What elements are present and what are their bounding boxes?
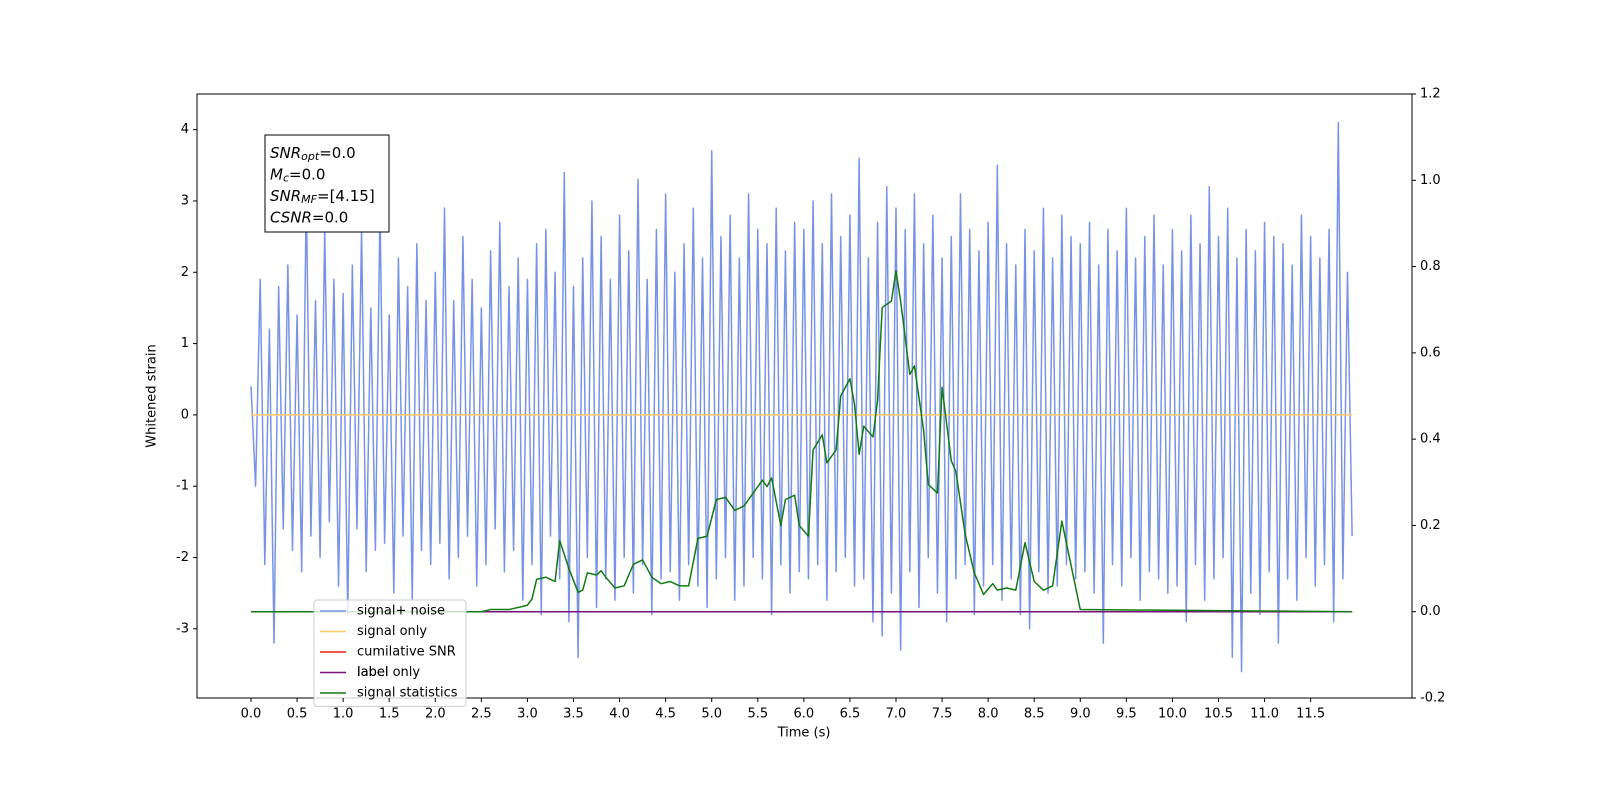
y2-tick-label: 1.0 [1420,173,1441,188]
y-tick-label: 2 [181,265,189,280]
y-tick-label: 1 [181,336,189,351]
text-sub: MF [301,193,317,206]
text-box-line: SNRMF=[4.15] [270,187,375,207]
y-tick-label: 0 [181,407,189,422]
x-tick-label: 5.0 [701,707,722,722]
text-main: M [270,165,283,183]
legend-overlay-text: label only [357,665,420,680]
series-line [250,121,1353,673]
legend-frame [313,599,467,707]
y-axis-label: Whitened strain [145,344,160,447]
text-rest: =0.0 [289,165,325,183]
x-tick-label: 2.0 [425,707,446,722]
x-tick-label: 2.5 [471,707,492,722]
x-tick-label: 3.0 [517,707,538,722]
y2-tick-label: 0.0 [1420,604,1441,619]
y-tick-label: -1 [176,479,189,494]
y2-tick-label: -0.2 [1420,691,1445,706]
x-tick-label: 10.0 [1158,707,1187,722]
x-tick-label: 1.0 [333,707,354,722]
text-box-line: CSNR=0.0 [270,208,348,226]
x-tick-label: 1.5 [379,707,400,722]
x-tick-label: 4.5 [655,707,676,722]
x-tick-label: 9.5 [1116,707,1137,722]
text-box-frame [264,134,390,233]
y2-tick-label: 0.8 [1420,259,1441,274]
y2-tick-label: 0.2 [1420,518,1441,533]
text-rest: =0.0 [319,144,355,162]
text-rest: =[4.15] [317,187,375,205]
x-tick-label: 5.5 [747,707,768,722]
x-tick-label: 0.0 [241,707,262,722]
x-tick-label: 8.0 [978,707,999,722]
legend-label: signal statistics [357,686,458,701]
y2-tick-label: 1.2 [1420,87,1441,102]
text-rest: =0.0 [312,208,348,226]
x-tick-label: 6.5 [840,707,861,722]
legend-label: signal+ noise [357,604,445,619]
y-tick-label: 3 [181,193,189,208]
y-tick-label: 4 [181,122,189,137]
axes-frame [196,93,1413,699]
legend-label: cumilative SNR [357,645,456,660]
x-tick-label: 0.5 [287,707,308,722]
text-sub: opt [301,150,320,163]
x-tick-label: 8.5 [1024,707,1045,722]
x-tick-label: 11.0 [1250,707,1279,722]
y2-tick-label: 0.6 [1420,345,1441,360]
x-tick-label: 7.5 [932,707,953,722]
x-tick-label: 4.0 [609,707,630,722]
legend: label only signal+ noise signal only cumila… [313,599,467,707]
y-tick-label: -3 [176,621,189,636]
x-tick-label: 11.5 [1296,707,1325,722]
text-main: SNR [270,187,301,205]
x-tick-label: 7.0 [886,707,907,722]
legend-label: signal only [357,624,427,639]
text-main: CSNR [270,208,312,226]
x-tick-label: 9.0 [1070,707,1091,722]
x-tick-label: 3.5 [563,707,584,722]
legend-label: label [357,665,388,680]
text-box-line: Mc=0.0 [270,165,325,185]
x-tick-label: 6.0 [794,707,815,722]
series-line [251,270,1353,613]
text-box-line: SNRopt=0.0 [270,144,356,164]
x-axis-label: Time (s) [777,726,831,741]
y-tick-label: -2 [176,550,189,565]
text-sub: c [283,172,289,185]
x-tick-label: 10.5 [1204,707,1233,722]
text-main: SNR [270,144,301,162]
y2-tick-label: 0.4 [1420,432,1441,447]
